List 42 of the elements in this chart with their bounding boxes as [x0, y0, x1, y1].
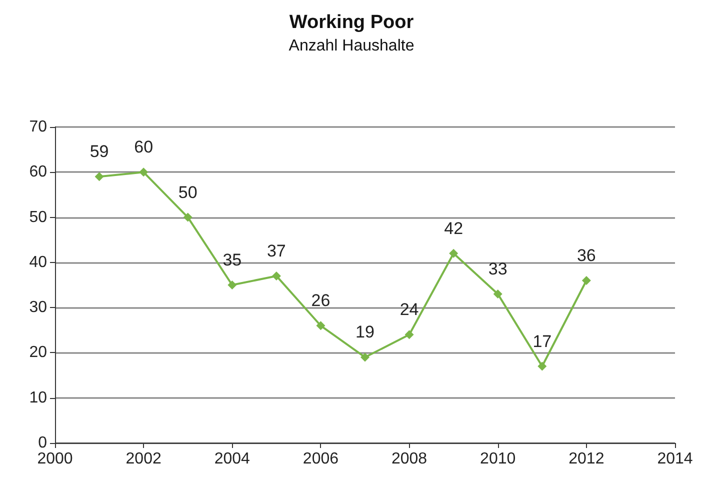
point	[272, 271, 281, 280]
point	[582, 276, 591, 285]
data-label: 17	[532, 332, 552, 351]
point	[404, 330, 414, 340]
x-tick-label: 2010	[480, 450, 516, 468]
x-tick-label: 2014	[657, 450, 693, 468]
y-tick-label: 60	[29, 164, 48, 181]
data-label: 60	[134, 138, 154, 157]
point	[228, 280, 237, 290]
x-tick-label: 2000	[37, 450, 73, 468]
data-label: 26	[311, 291, 330, 310]
x-tick-label: 2004	[214, 450, 250, 468]
point	[449, 248, 458, 258]
point	[493, 290, 502, 299]
data-label: 59	[90, 142, 109, 162]
y-tick-label: 40	[29, 254, 48, 271]
y-tick-label: 70	[29, 118, 48, 136]
point	[538, 362, 547, 371]
chart-title: Working Poor	[289, 12, 414, 33]
x-tick-label: 2008	[391, 450, 428, 468]
data-label: 42	[444, 218, 464, 238]
data-label: 50	[178, 182, 198, 202]
chart-subtitle: Anzahl Haushalte	[288, 38, 414, 54]
data-label: 19	[356, 322, 374, 342]
point	[94, 172, 104, 182]
data-label: 33	[488, 260, 508, 279]
y-tick-label: 10	[29, 389, 48, 406]
point	[360, 352, 370, 362]
data-label: 24	[400, 300, 419, 320]
x-tick-label: 2002	[126, 450, 162, 468]
point	[183, 212, 192, 222]
x-tick-label: 2006	[302, 450, 339, 468]
y-tick-label: 50	[29, 208, 48, 226]
data-label: 36	[576, 246, 596, 265]
point	[139, 168, 148, 177]
y-tick-label: 0	[38, 434, 48, 452]
data-label: 37	[266, 241, 286, 260]
y-tick-label: 30	[29, 299, 48, 316]
y-tick-label: 20	[29, 344, 48, 362]
data-label: 35	[222, 250, 242, 270]
x-tick-label: 2012	[568, 450, 604, 468]
point	[316, 321, 326, 330]
